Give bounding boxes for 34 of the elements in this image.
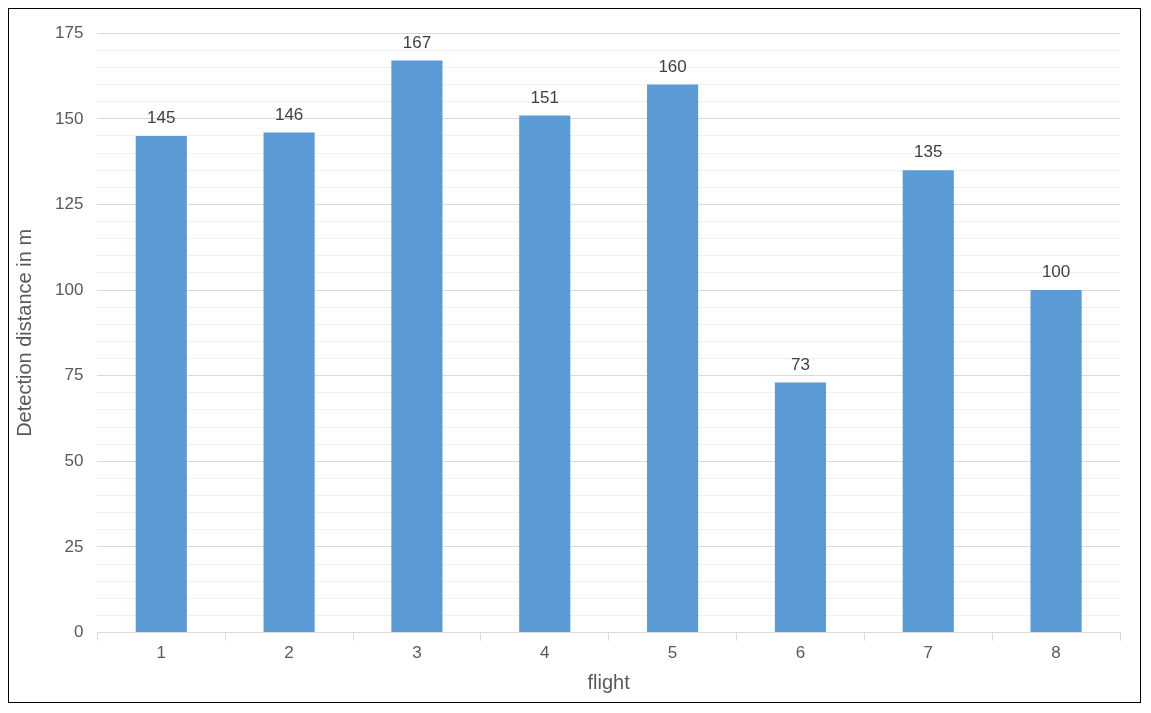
x-tick-label: 8 [1051, 643, 1061, 663]
data-label: 100 [1041, 262, 1071, 282]
data-label: 73 [790, 354, 810, 374]
bar [1030, 290, 1082, 633]
x-tick-label: 7 [923, 643, 933, 663]
y-tick-label: 150 [54, 108, 84, 128]
bar [774, 382, 826, 633]
y-tick-label: 25 [64, 536, 84, 556]
y-axis-title: Detection distance in m [12, 228, 35, 437]
bar [391, 60, 443, 633]
bar [902, 170, 954, 633]
y-tick-label: 175 [54, 22, 84, 42]
bar [519, 115, 571, 633]
bar [263, 132, 315, 633]
x-tick-label: 2 [284, 643, 294, 663]
y-tick-label: 50 [64, 451, 84, 471]
data-label: 135 [914, 142, 943, 162]
data-label: 160 [658, 56, 687, 76]
data-label: 167 [402, 32, 432, 52]
y-tick-label: 0 [73, 622, 84, 642]
y-tick-label: 75 [64, 365, 84, 385]
x-tick-label: 3 [412, 643, 422, 663]
data-label: 146 [274, 104, 304, 124]
x-tick-label: 5 [667, 643, 678, 663]
x-tick-label: 6 [795, 643, 806, 663]
bar [135, 135, 187, 633]
bar [647, 84, 699, 633]
data-label: 151 [530, 87, 559, 107]
data-label: 145 [147, 108, 176, 128]
x-tick-label: 1 [156, 643, 167, 663]
x-tick-label: 4 [540, 643, 550, 663]
y-tick-label: 100 [54, 279, 84, 299]
x-axis-title: flight [587, 670, 631, 693]
y-tick-label: 125 [54, 194, 84, 214]
